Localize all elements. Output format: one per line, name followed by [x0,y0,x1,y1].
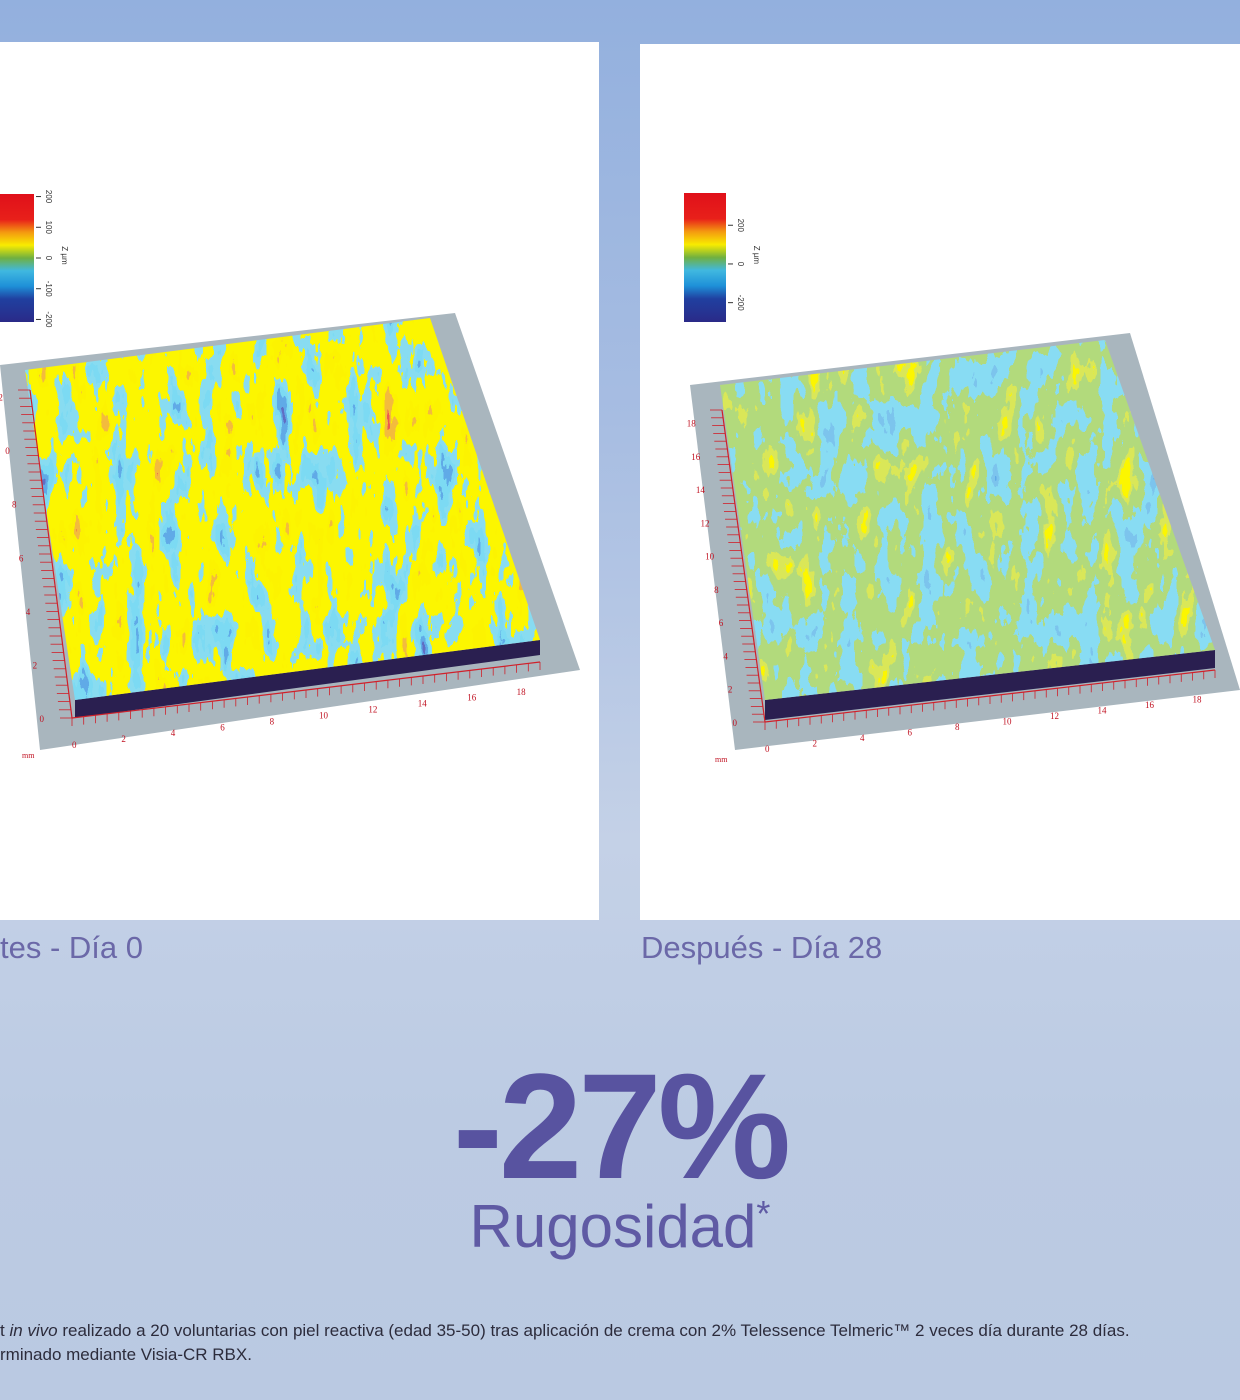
x-tick-label: 6 [908,728,913,738]
x-tick-label: 2 [121,734,126,744]
after-surface-plot: 0 2 4 6 8 10 12 14 16 18 0 2 4 6 8 10 12 14 16 18 mm 200 0 -200… [684,193,1240,764]
x-tick-label: 0 [765,744,770,754]
surface-side [75,640,540,718]
scale-tick-label: 0 [736,262,745,267]
fn-prefix: t [0,1321,10,1340]
scale-tick-label: 200 [736,219,745,233]
x-tick-label: 18 [517,687,527,697]
x-tick-label: 8 [270,716,275,726]
y-tick-label: 8 [714,585,719,595]
y-tick-label: 0 [733,718,738,728]
footnote-mark: * [756,1193,771,1234]
x-tick-label: 14 [1098,706,1108,716]
color-scale-bar [0,194,34,322]
fn-rest: realizado a 20 voluntarias con piel reac… [57,1321,1130,1340]
fn-italic: in vivo [9,1321,58,1340]
axis-unit: mm [22,751,35,760]
y-tick-label: 4 [723,651,728,661]
scale-axis-label: Z µm [752,246,761,265]
x-tick-label: 12 [1050,711,1059,721]
y-tick-label: 10 [705,552,715,562]
y-tick-label: 2 [0,393,3,403]
x-tick-label: 2 [813,739,818,749]
x-tick-label: 10 [1003,717,1013,727]
scale-tick-label: 0 [44,256,53,261]
y-tick-label: 18 [687,418,697,428]
y-tick-label: 2 [33,660,38,670]
x-tick-label: 14 [418,699,428,709]
y-tick-label: 0 [5,446,10,456]
surface-heightmap [720,340,1215,700]
x-tick-label: 0 [72,740,77,750]
scale-tick-label: 100 [44,221,53,235]
scale-tick-label: -100 [44,281,53,298]
axis-unit: mm [715,755,728,764]
footnote-line-1: t in vivo realizado a 20 voluntarias con… [0,1321,1130,1341]
result-label-text: Rugosidad [469,1193,757,1260]
after-caption: Después - Día 28 [641,930,883,965]
x-tick-label: 10 [319,710,329,720]
x-tick-label: 8 [955,722,960,732]
scale-axis-label: Z µm [60,246,69,265]
scale-tick-label: -200 [736,295,745,312]
before-caption: tes - Día 0 [0,930,143,965]
y-tick-label: 0 [40,714,45,724]
scale-tick-label: 200 [44,190,53,204]
result-label: Rugosidad* [0,1192,1240,1261]
y-tick-label: 16 [691,452,701,462]
y-tick-label: 6 [19,553,24,563]
surface-side [765,650,1215,720]
x-tick-label: 16 [467,693,477,703]
footnote-line-2: rminado mediante Visia-CR RBX. [0,1345,252,1364]
x-tick-label: 18 [1193,695,1203,705]
x-tick-label: 6 [220,722,225,732]
y-tick-label: 2 [728,685,733,695]
y-tick-label: 8 [12,500,17,510]
x-tick-label: 4 [171,728,176,738]
y-tick-label: 4 [26,607,31,617]
scale-tick-label: -200 [44,311,53,328]
x-tick-label: 4 [860,733,865,743]
color-scale-bar [684,193,726,322]
before-surface-plot: 0 2 4 6 8 10 12 14 16 18 0 2 4 6 8 0 2 mm 200 100 0 -100 -200 Z… [0,190,580,760]
x-tick-label: 12 [368,705,377,715]
x-tick-label: 16 [1145,700,1155,710]
y-tick-label: 14 [696,485,706,495]
y-tick-label: 6 [719,618,724,628]
result-value: -27% [452,1042,791,1210]
y-tick-label: 12 [700,518,709,528]
